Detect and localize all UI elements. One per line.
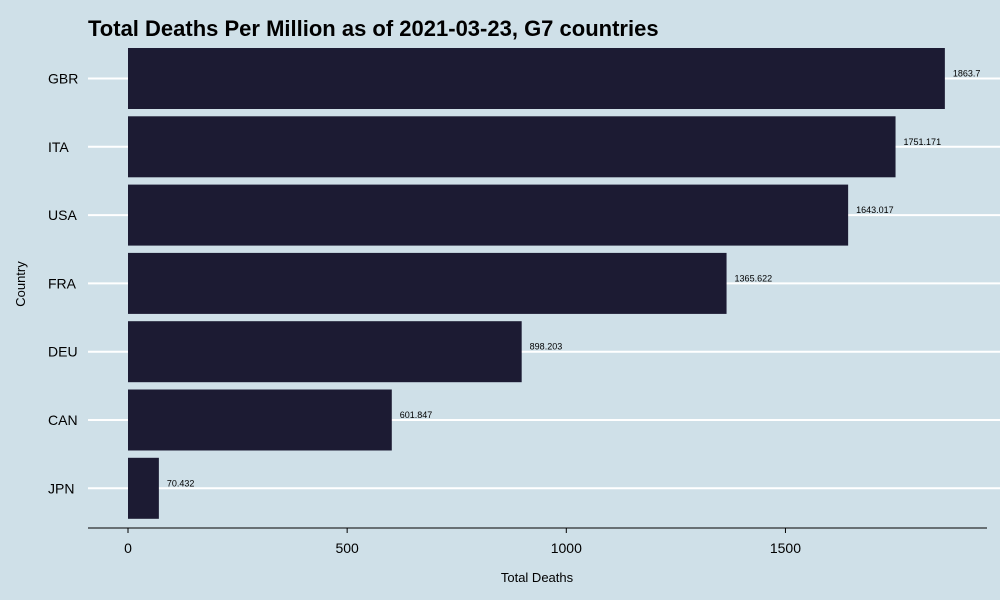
bar-usa <box>128 184 849 246</box>
x-tick-label-500: 500 <box>335 540 359 556</box>
y-axis-title: Country <box>13 261 28 307</box>
data-label-usa: 1643.017 <box>856 205 894 215</box>
y-tick-label-deu: DEU <box>48 344 78 360</box>
x-axis-title: Total Deaths <box>501 570 574 585</box>
y-tick-label-ita: ITA <box>48 139 69 155</box>
chart-title: Total Deaths Per Million as of 2021-03-2… <box>88 16 659 41</box>
bar-fra <box>128 252 727 314</box>
data-label-gbr: 1863.7 <box>953 69 981 79</box>
data-label-jpn: 70.432 <box>167 478 195 488</box>
y-tick-labels: GBR ITA USA FRA DEU CAN JPN <box>48 71 78 497</box>
x-tick-label-1500: 1500 <box>770 540 801 556</box>
y-tick-label-usa: USA <box>48 207 77 223</box>
y-tick-label-jpn: JPN <box>48 480 74 496</box>
data-label-fra: 1365.622 <box>735 273 773 283</box>
bars <box>128 48 945 519</box>
y-tick-label-fra: FRA <box>48 275 77 291</box>
bar-can <box>128 389 392 451</box>
bar-deu <box>128 321 522 383</box>
x-ticks: 0 500 1000 1500 <box>124 528 801 556</box>
x-tick-label-1000: 1000 <box>551 540 582 556</box>
data-label-deu: 898.203 <box>530 342 563 352</box>
y-tick-label-gbr: GBR <box>48 71 78 87</box>
data-label-can: 601.847 <box>400 410 433 420</box>
bar-ita <box>128 116 896 178</box>
bar-gbr <box>128 48 945 109</box>
y-tick-label-can: CAN <box>48 412 78 428</box>
x-tick-label-0: 0 <box>124 540 132 556</box>
data-label-ita: 1751.171 <box>904 137 942 147</box>
data-labels: 1863.7 1751.171 1643.017 1365.622 898.203 601… <box>167 69 981 489</box>
bar-jpn <box>128 457 159 519</box>
